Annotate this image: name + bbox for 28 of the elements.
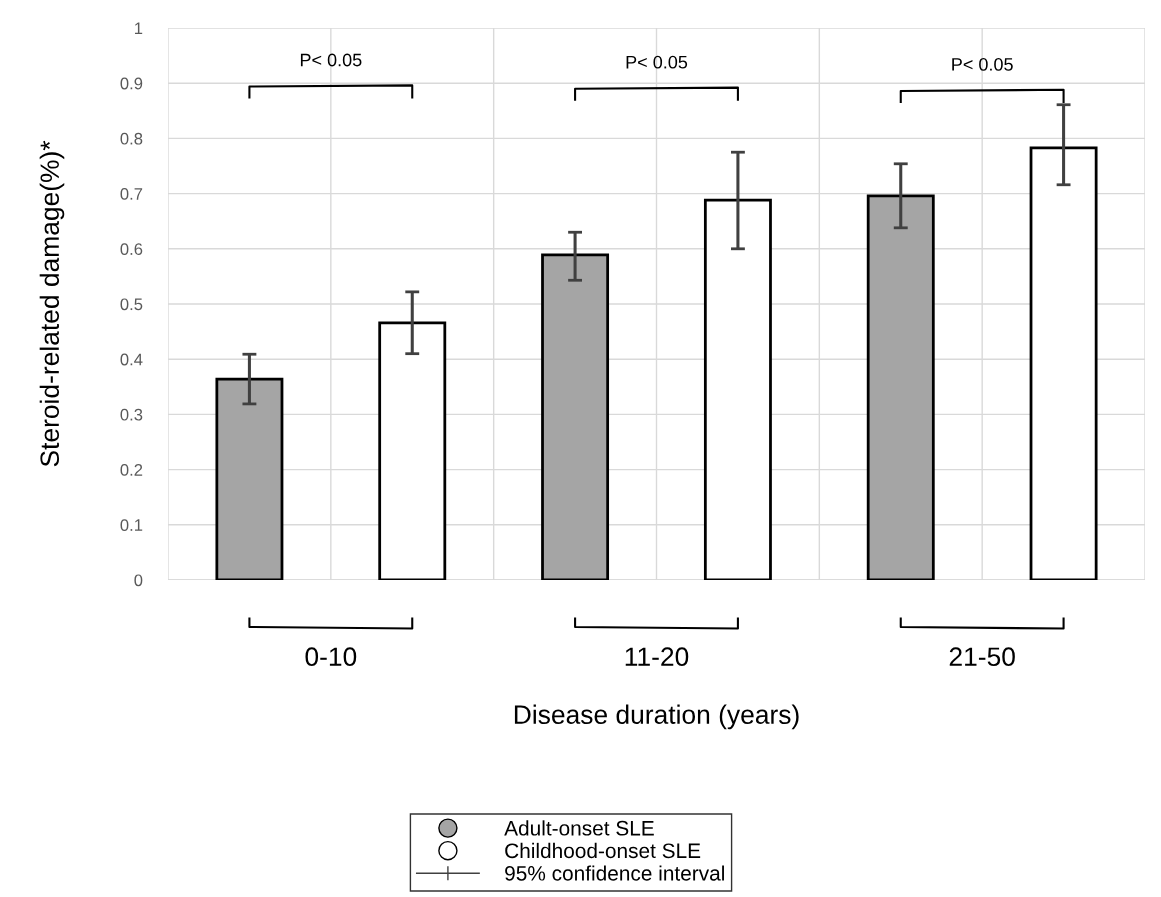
text: 95% confidence interval	[505, 865, 724, 881]
bar	[703, 198, 772, 580]
annotation: P< 0.05	[626, 55, 688, 69]
y-tick-label: 0	[134, 574, 143, 587]
y-axis-title: Steroid-related damage(%)*	[39, 140, 65, 467]
x-tick-label: 11-20	[625, 647, 689, 667]
x-axis-title: Disease duration (years)	[514, 704, 799, 730]
y-tick-label: 1	[135, 22, 143, 35]
x-tick-label: 21-50	[949, 647, 1015, 667]
annotation: P< 0.05	[300, 53, 362, 67]
y-tick-label: 0.7	[120, 188, 143, 200]
legend-label: Adult-onset SLE	[504, 820, 654, 836]
annotation: P< 0.05	[952, 58, 1013, 71]
bar	[1029, 146, 1098, 580]
y-tick-label: 0.1	[120, 519, 143, 531]
y-tick-label: 0.3	[120, 408, 143, 421]
y-tick-label: 0.2	[120, 464, 143, 476]
y-tick-label: 0.5	[120, 298, 143, 311]
bar	[866, 194, 935, 580]
bar	[378, 321, 447, 580]
legend-label: Childhood-onset SLE	[505, 842, 701, 859]
x-tick-label: 0-10	[305, 647, 357, 667]
y-tick-label: 0.4	[120, 353, 143, 366]
bar	[541, 253, 610, 580]
bar	[215, 377, 284, 580]
y-tick-label: 0.8	[120, 132, 143, 145]
y-tick-label: 0.6	[120, 243, 143, 255]
y-tick-label: 0.9	[120, 77, 143, 90]
